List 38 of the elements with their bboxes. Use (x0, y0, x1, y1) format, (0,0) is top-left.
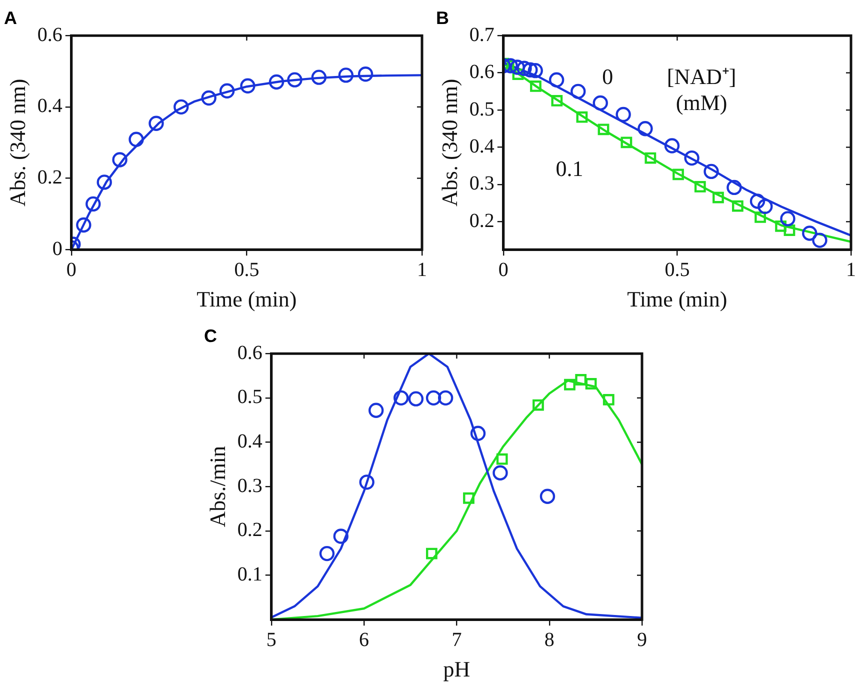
y-tick-label: 0.4 (37, 95, 62, 118)
series-label: 0 (602, 64, 614, 90)
y-tick-label: 0.6 (237, 342, 262, 364)
y-tick-label: 0.4 (237, 430, 262, 453)
chart-title: B (436, 8, 449, 28)
y-tick-label: 0.3 (469, 172, 494, 195)
y-axis-title: Abs. (340 nm) (436, 78, 462, 206)
y-tick-label: 0.6 (469, 61, 494, 84)
y-tick-label: 0.4 (469, 136, 494, 158)
series-label: 0.1 (556, 156, 584, 182)
y-tick-label: 0.2 (469, 210, 494, 232)
x-axis-title: pH (443, 656, 470, 682)
x-axis-title: Time (min) (627, 286, 728, 312)
x-tick-label: 7 (452, 628, 462, 651)
y-tick-label: 0.3 (237, 474, 262, 497)
x-tick-label: 0.5 (664, 258, 690, 281)
x-tick-label: 8 (544, 628, 554, 651)
y-tick-label: 0.2 (37, 166, 62, 189)
x-axis-title: Time (min) (196, 286, 297, 312)
y-axis-title: Abs./min (204, 446, 230, 528)
y-tick-label: 0.7 (469, 24, 494, 46)
y-tick-label: 0.1 (237, 564, 262, 586)
x-tick-label: 0 (498, 258, 508, 281)
x-tick-label: 6 (359, 628, 370, 651)
y-tick-label: 0.6 (37, 24, 62, 46)
y-tick-label: 0.5 (469, 98, 494, 120)
x-tick-label: 9 (637, 628, 647, 651)
chart-title: A (4, 8, 17, 28)
chart-title: C (204, 326, 217, 346)
y-tick-label: 0 (52, 238, 62, 260)
y-tick-label: 0.2 (237, 519, 262, 542)
x-tick-label: 1 (417, 258, 427, 281)
x-tick-label: 5 (266, 628, 276, 651)
y-axis-title: Abs. (340 nm) (4, 78, 30, 206)
legend-title: [NAD⁺] (mM) (666, 64, 736, 116)
x-tick-label: 0 (66, 258, 76, 281)
x-tick-label: 1 (846, 258, 856, 281)
y-tick-label: 0.5 (237, 386, 262, 408)
